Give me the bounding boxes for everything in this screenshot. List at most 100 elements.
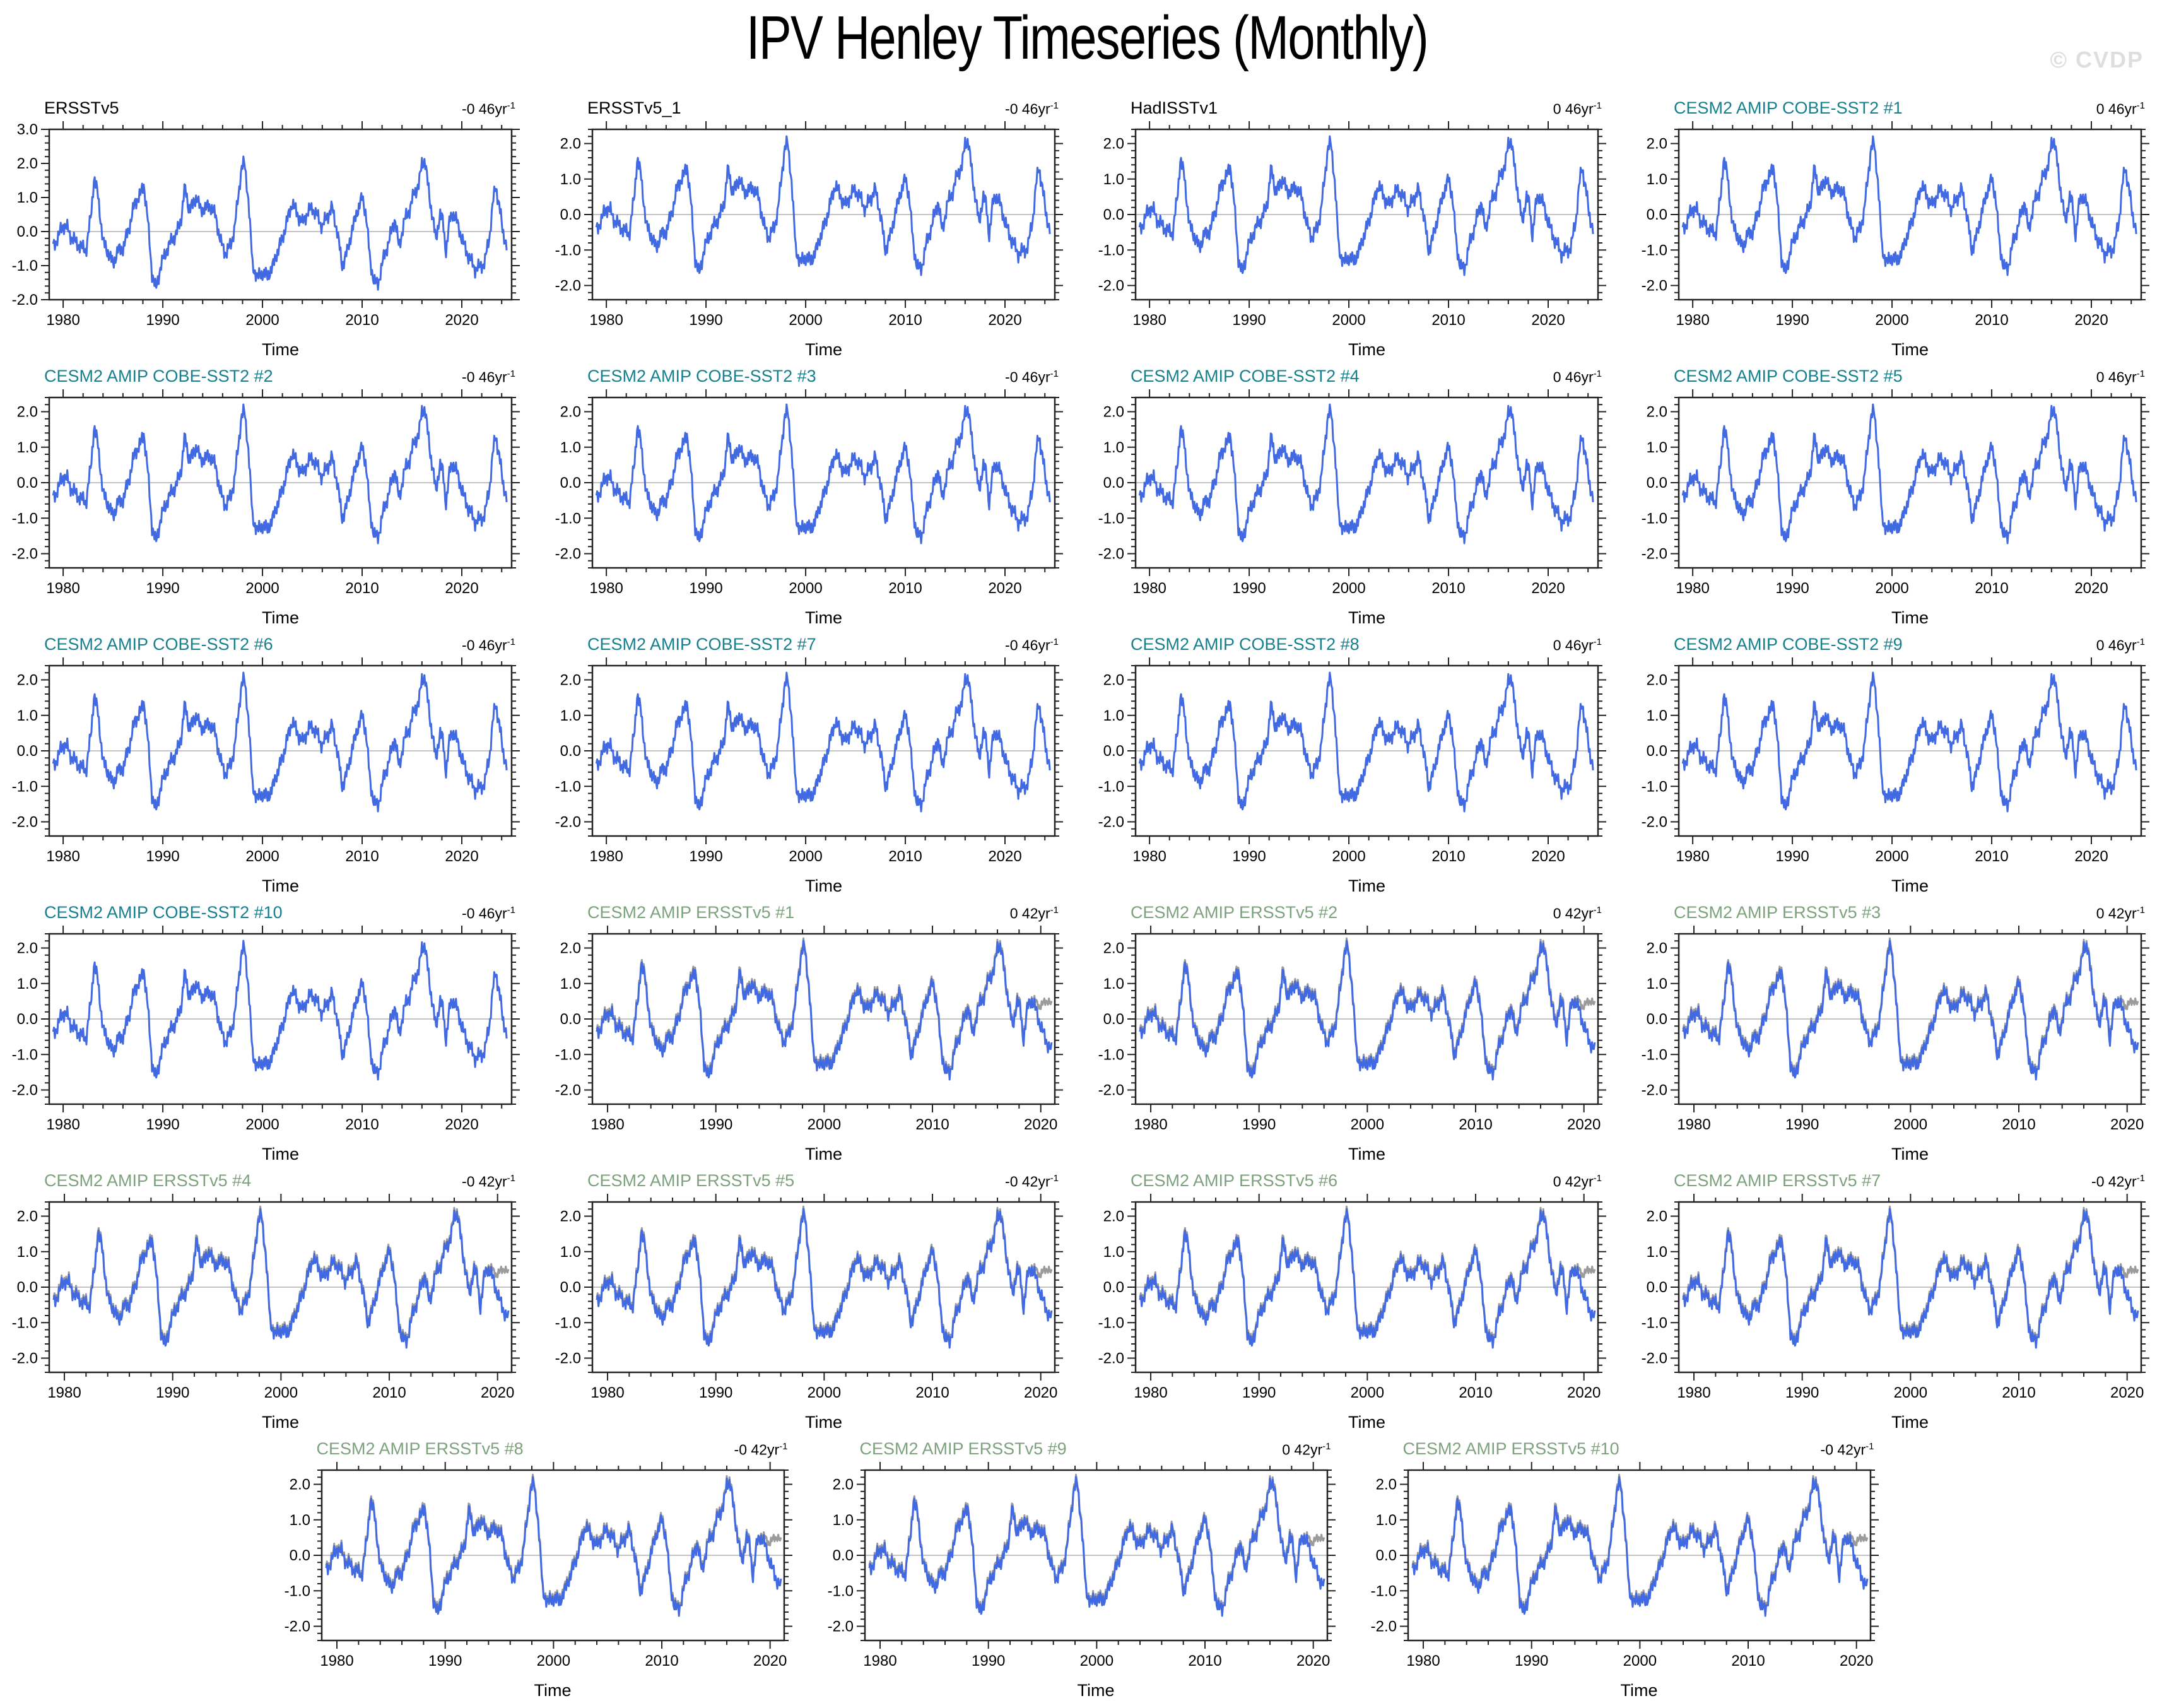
x-axis-label: Time [1891,876,1929,895]
svg-text:2000: 2000 [1875,312,1908,329]
svg-text:1.0: 1.0 [1647,707,1667,724]
timeseries-panel: CESM2 AMIP COBE-SST2 #9 0 46yr-1 1980 199… [1630,631,2173,899]
svg-text:2000: 2000 [808,1384,841,1401]
svg-text:1.0: 1.0 [17,189,38,206]
svg-text:1.0: 1.0 [1103,975,1124,992]
panel-title: CESM2 AMIP ERSSTv5 #10 [1402,1439,1619,1458]
trend-value: -0 46 [1005,101,1038,117]
svg-text:2.0: 2.0 [832,1476,853,1493]
svg-text:2010: 2010 [2002,1384,2035,1401]
trend-unit: yr [1581,905,1594,922]
svg-text:2010: 2010 [888,312,922,329]
svg-text:1980: 1980 [1676,580,1709,597]
panel-header: CESM2 AMIP COBE-SST2 #9 0 46yr-1 [1630,631,2173,654]
panel-header: CESM2 AMIP ERSSTv5 #4 -0 42yr-1 [0,1167,543,1191]
svg-text:2.0: 2.0 [17,940,38,957]
trend-label: 0 42yr-1 [1553,905,1602,922]
svg-text:2010: 2010 [372,1384,406,1401]
svg-text:2.0: 2.0 [1647,672,1667,689]
trend-value: -0 42 [734,1442,767,1458]
x-axis-label: Time [805,1413,842,1432]
svg-text:1980: 1980 [320,1652,353,1670]
trend-exponent: -1 [1593,637,1602,648]
svg-text:1.0: 1.0 [560,975,581,992]
trend-exponent: -1 [507,100,515,112]
panel-header: CESM2 AMIP COBE-SST2 #10 -0 46yr-1 [0,899,543,922]
panel-title: HadISSTv1 [1131,98,1218,117]
svg-text:2010: 2010 [1459,1384,1492,1401]
svg-text:2.0: 2.0 [1103,672,1124,689]
svg-text:2.0: 2.0 [1647,1208,1667,1225]
svg-text:0.0: 0.0 [1647,206,1667,223]
svg-text:2010: 2010 [1188,1652,1221,1670]
svg-text:2010: 2010 [915,1116,949,1133]
svg-text:0.0: 0.0 [560,206,581,223]
svg-text:-2.0: -2.0 [555,814,581,831]
trend-unit: yr [767,1442,780,1458]
svg-text:-2.0: -2.0 [555,546,581,563]
x-axis-label: Time [1348,876,1385,895]
trend-value: 0 42 [1282,1442,1310,1458]
svg-text:2.0: 2.0 [289,1476,310,1493]
svg-text:3.0: 3.0 [17,121,38,138]
plot-area: 1980 1990 2000 2010 2020 2.0 1.0 0.0 -1.0 -2.0 [555,1194,1063,1401]
svg-text:2.0: 2.0 [1103,1208,1124,1225]
svg-text:2000: 2000 [1351,1116,1384,1133]
svg-text:2020: 2020 [1024,1116,1057,1133]
trend-exponent: -1 [1593,1173,1602,1184]
panel-header: CESM2 AMIP COBE-SST2 #8 0 46yr-1 [1086,631,1630,654]
svg-text:1980: 1980 [1677,1384,1710,1401]
trend-label: 0 46yr-1 [2096,100,2145,118]
x-axis-label: Time [1891,1145,1929,1163]
trend-exponent: -1 [507,368,515,380]
svg-text:2000: 2000 [245,580,279,597]
svg-text:2.0: 2.0 [1103,136,1124,153]
svg-text:1990: 1990 [1232,848,1266,865]
svg-text:2000: 2000 [245,848,279,865]
svg-text:1.0: 1.0 [289,1512,310,1529]
panel-title: CESM2 AMIP COBE-SST2 #5 [1674,367,1903,386]
plot-area: 1980 1990 2000 2010 2020 2.0 1.0 0.0 -1.0 -2.0 [1642,121,2149,329]
svg-text:-1.0: -1.0 [555,1046,581,1063]
plot-area: 1980 1990 2000 2010 2020 2.0 1.0 0.0 -1.0 -2.0 [1642,657,2149,865]
trend-unit: yr [495,101,507,117]
panel-title: CESM2 AMIP COBE-SST2 #10 [44,903,283,922]
trend-value: 0 46 [2096,369,2125,386]
plot-area: 1980 1990 2000 2010 2020 2.0 1.0 0.0 -1.0 -2.0 [1098,389,1606,597]
trend-value: -0 42 [1820,1442,1854,1458]
svg-text:1.0: 1.0 [1647,439,1667,456]
svg-text:-2.0: -2.0 [284,1618,310,1635]
svg-text:2000: 2000 [245,1116,279,1133]
svg-text:1990: 1990 [146,580,179,597]
svg-text:2000: 2000 [1332,848,1365,865]
svg-text:2000: 2000 [789,848,822,865]
svg-text:2010: 2010 [1431,580,1465,597]
svg-text:-2.0: -2.0 [12,546,38,563]
trend-value: 0 42 [1009,905,1038,922]
svg-text:-2.0: -2.0 [12,1082,38,1099]
svg-text:1980: 1980 [1406,1652,1440,1670]
plot-area: 1980 1990 2000 2010 2020 2.0 1.0 0.0 -1.0 -2.0 [1098,926,1606,1133]
svg-text:2000: 2000 [536,1652,570,1670]
svg-text:2010: 2010 [888,580,922,597]
panel-row: CESM2 AMIP COBE-SST2 #2 -0 46yr-1 1980 19… [0,363,2174,631]
trend-value: 0 46 [1553,101,1582,117]
panel-title: CESM2 AMIP COBE-SST2 #7 [587,635,816,654]
trend-exponent: -1 [2136,1173,2145,1184]
svg-text:2020: 2020 [1839,1652,1872,1670]
svg-text:2.0: 2.0 [17,155,38,172]
svg-text:0.0: 0.0 [1103,474,1124,492]
plot-area: 1980 1990 2000 2010 2020 2.0 1.0 0.0 -1.0 -2.0 [1370,1462,1879,1670]
svg-text:1980: 1980 [589,580,623,597]
plot-area: 1980 1990 2000 2010 2020 2.0 1.0 0.0 -1.0 -2.0 [1098,657,1606,865]
svg-text:2020: 2020 [1531,580,1565,597]
x-axis-label: Time [534,1681,572,1700]
panel-title: ERSSTv5_1 [587,98,681,117]
svg-text:-1.0: -1.0 [12,257,38,274]
svg-text:2020: 2020 [1531,312,1565,329]
svg-text:2010: 2010 [345,312,379,329]
panel-header: CESM2 AMIP COBE-SST2 #1 0 46yr-1 [1630,95,2173,118]
trend-exponent: -1 [1050,1173,1059,1184]
svg-text:2.0: 2.0 [17,1208,38,1225]
trend-exponent: -1 [2136,368,2145,380]
